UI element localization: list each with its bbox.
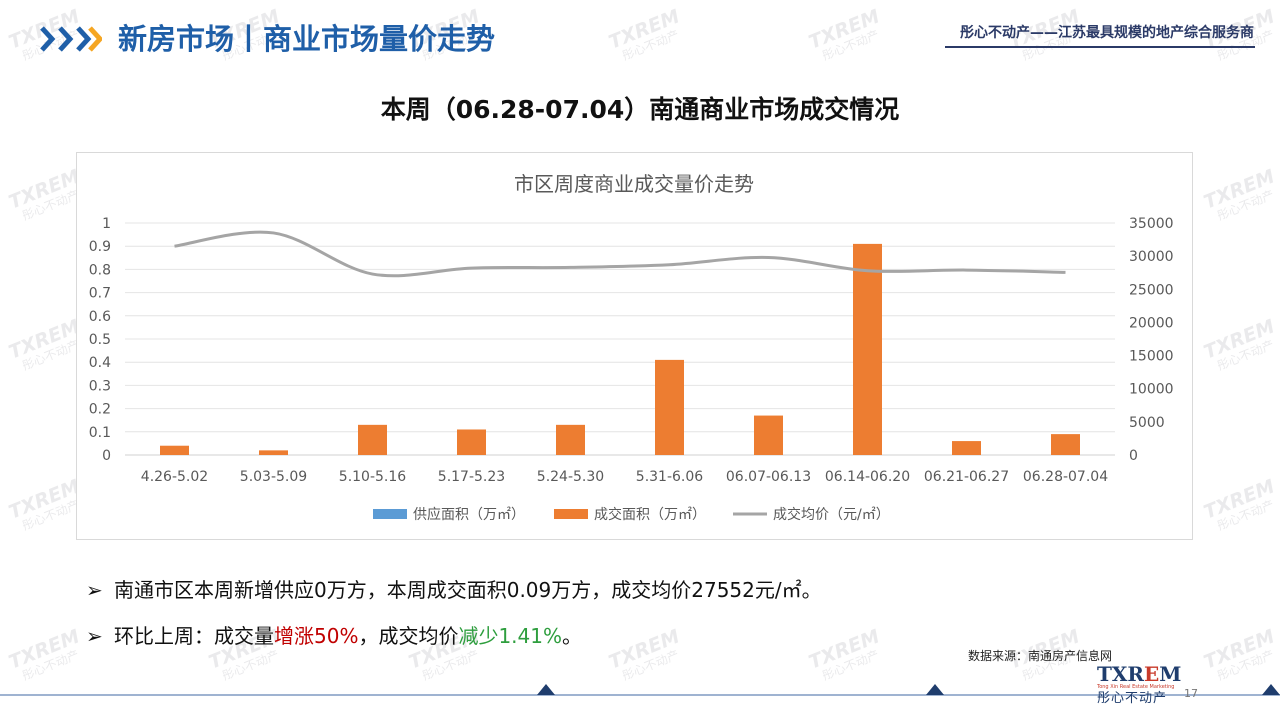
line-avg-price	[174, 230, 1066, 278]
y-right-tick-label: 30000	[1129, 249, 1174, 265]
y-left-tick-label: 0.4	[89, 355, 111, 371]
x-tick-label: 5.10-5.16	[339, 469, 406, 485]
x-tick-label: 06.07-06.13	[726, 469, 811, 485]
x-tick-label: 06.14-06.20	[825, 469, 910, 485]
page-title: 新房市场丨商业市场量价走势	[118, 22, 496, 56]
data-source: 数据来源：南通房产信息网	[968, 649, 1113, 663]
x-tick-label: 06.21-06.27	[924, 469, 1009, 485]
y-left-tick-label: 0.2	[89, 402, 111, 418]
logo-text-end: M	[1159, 662, 1182, 686]
legend-label: 成交面积（万㎡）	[594, 506, 706, 523]
y-left-tick-label: 0.7	[89, 286, 111, 302]
chart-title: 市区周度商业成交量价走势	[514, 172, 754, 196]
summary-bullet-2: ➢ 环比上周：成交量增涨50%，成交均价减少1.41%。	[86, 620, 582, 649]
x-tick-label: 5.17-5.23	[438, 469, 505, 485]
footer-rule	[0, 694, 1280, 696]
footer-triangle-icon	[1262, 684, 1280, 695]
bar-sales-area	[556, 424, 585, 455]
bar-sales-area	[952, 441, 981, 455]
x-tick-label: 06.28-07.04	[1023, 469, 1108, 485]
bar-sales-area	[655, 359, 684, 455]
y-left-tick-label: 0.1	[89, 425, 111, 441]
y-left-tick-label: 0.5	[89, 332, 111, 348]
arrow-bullet-icon: ➢	[86, 624, 103, 648]
y-right-tick-label: 0	[1129, 448, 1138, 464]
summary-bullet-1: ➢ 南通市区本周新增供应0万方，本周成交面积0.09万方，成交均价27552元/㎡…	[86, 574, 822, 603]
footer-triangle-icon	[926, 684, 944, 695]
summary-mid: ，成交均价	[358, 624, 459, 648]
page-number: 17	[1184, 687, 1198, 700]
logo-tagline: Tong Xin Real Estate Marketing	[1097, 684, 1175, 690]
slide-title: 本周（06.28-07.04）南通商业市场成交情况	[380, 95, 900, 124]
summary-prefix: 环比上周：成交量	[114, 624, 274, 648]
arrow-bullet-icon: ➢	[86, 578, 103, 602]
footer-triangle-icon	[537, 684, 555, 695]
bar-sales-area	[358, 424, 387, 455]
y-left-tick-label: 0.6	[89, 309, 111, 325]
y-right-tick-label: 20000	[1129, 315, 1174, 331]
bar-sales-area	[754, 415, 783, 455]
bar-sales-area	[1051, 434, 1080, 455]
logo-text-accent: E	[1144, 662, 1160, 686]
header-divider	[945, 46, 1255, 48]
legend-swatch	[554, 509, 588, 519]
y-left-tick-label: 0.9	[89, 239, 111, 255]
logo-text: TXR	[1097, 662, 1145, 686]
legend-swatch	[373, 509, 407, 519]
y-right-tick-label: 15000	[1129, 349, 1174, 365]
summary-text-1: 南通市区本周新增供应0万方，本周成交面积0.09万方，成交均价27552元/㎡。	[114, 578, 822, 602]
chevron-arrows-icon	[40, 26, 102, 52]
x-tick-label: 5.03-5.09	[240, 469, 307, 485]
x-tick-label: 5.24-5.30	[537, 469, 604, 485]
bar-sales-area	[457, 429, 486, 455]
company-slogan: 彤心不动产——江苏最具规模的地产综合服务商	[960, 25, 1254, 41]
legend-label: 供应面积（万㎡）	[413, 506, 525, 523]
logo-chinese: 彤心不动产	[1097, 691, 1168, 706]
y-left-tick-label: 0	[102, 448, 111, 464]
chart-container: 市区周度商业成交量价走势 0 0.1 0.2 0.3 0.4 0.5 0.6 0.7 0.8 0.9…	[76, 152, 1193, 540]
y-left-tick-label: 1	[102, 216, 111, 232]
combo-chart: 市区周度商业成交量价走势 0 0.1 0.2 0.3 0.4 0.5 0.6 0.7 0.8 0.9…	[89, 172, 1174, 523]
x-tick-label: 4.26-5.02	[141, 469, 208, 485]
y-right-tick-label: 5000	[1129, 415, 1165, 431]
x-tick-label: 5.31-6.06	[636, 469, 703, 485]
company-logo: TXREM Tong Xin Real Estate Marketing 彤心不…	[1097, 664, 1183, 706]
y-left-tick-label: 0.3	[89, 378, 111, 394]
bar-sales-area	[853, 243, 882, 455]
volume-change: 增涨50%	[274, 624, 359, 648]
y-right-tick-label: 10000	[1129, 382, 1174, 398]
price-change: 减少1.41%	[458, 624, 562, 648]
legend-label: 成交均价（元/㎡）	[773, 506, 890, 523]
y-right-tick-label: 25000	[1129, 282, 1174, 298]
summary-suffix: 。	[562, 624, 582, 648]
bar-sales-area	[259, 450, 288, 455]
y-right-tick-label: 35000	[1129, 216, 1174, 232]
bar-sales-area	[160, 445, 189, 455]
y-left-tick-label: 0.8	[89, 262, 111, 278]
